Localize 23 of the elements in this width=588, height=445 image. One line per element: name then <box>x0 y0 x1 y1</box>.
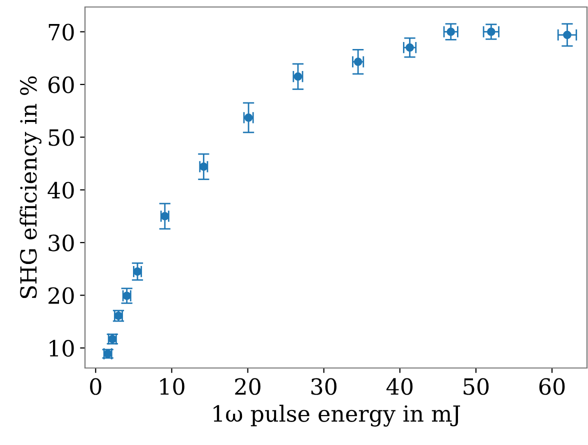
point <box>563 30 572 40</box>
point <box>354 58 362 66</box>
x-tick-label: 50 <box>464 378 489 395</box>
x-axis-title: 1ω pulse energy in mJ <box>214 404 460 427</box>
y-tick-label: 60 <box>48 76 74 94</box>
y-tick-label: 30 <box>48 234 74 252</box>
point <box>244 114 253 122</box>
y-tick-label: 40 <box>48 182 74 199</box>
x-tick-label: 0 <box>90 378 102 395</box>
y-tick-label: 20 <box>48 287 74 304</box>
x-tick-label: 40 <box>386 378 413 395</box>
x-tick-label: 60 <box>539 378 565 395</box>
x-tick-label: 20 <box>235 378 260 395</box>
point <box>406 43 414 52</box>
y-tick-label: 50 <box>48 129 74 146</box>
point <box>104 350 112 358</box>
y-tick-label: 70 <box>48 24 74 41</box>
y-tick-label: 10 <box>50 340 74 357</box>
x-tick-label: 30 <box>311 378 336 395</box>
point <box>122 292 131 300</box>
y-axis-title: SHG efficiency in % <box>20 76 42 298</box>
x-tick-label: 10 <box>160 378 184 395</box>
point <box>446 28 456 36</box>
